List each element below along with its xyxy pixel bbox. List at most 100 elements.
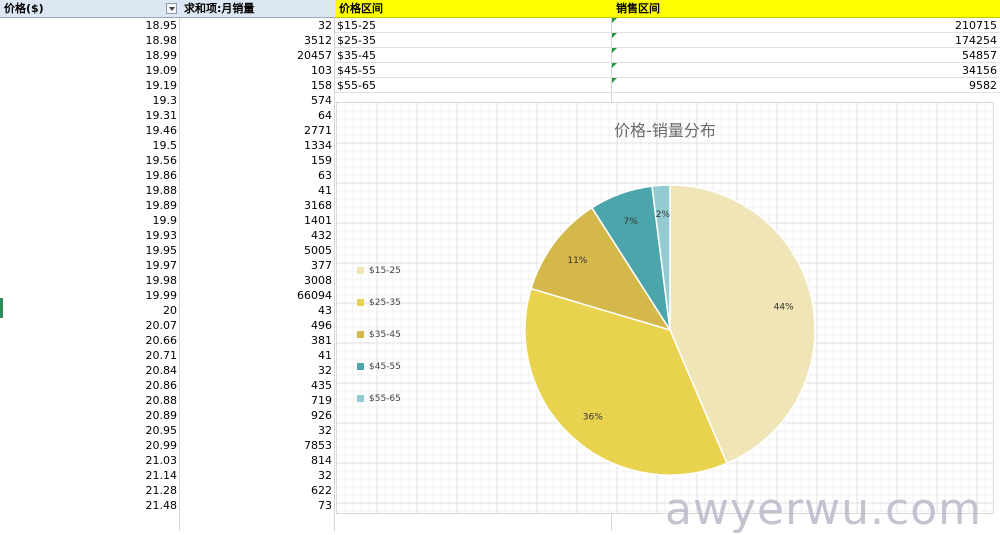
pie-slice[interactable]	[524, 287, 728, 476]
table-row[interactable]: 21.48 73	[0, 498, 335, 513]
sales-sum-cell[interactable]: 64	[318, 109, 332, 122]
sales-sum-cell[interactable]: 719	[311, 394, 332, 407]
price-cell[interactable]: 19.46	[145, 124, 178, 137]
table-row[interactable]: 21.14 32	[0, 468, 335, 483]
table-row[interactable]: 19.3 574	[0, 93, 335, 108]
price-cell[interactable]: 20.88	[145, 394, 178, 407]
table-row[interactable]: 19.89 3168	[0, 198, 335, 213]
table-row[interactable]: 20.88 719	[0, 393, 335, 408]
sales-sum-cell[interactable]: 73	[318, 499, 332, 512]
sales-sum-cell[interactable]: 32	[318, 469, 332, 482]
table-row[interactable]: 19.46 2771	[0, 123, 335, 138]
range-header[interactable]: 价格区间	[335, 0, 612, 18]
table-row[interactable]: 20.84 32	[0, 363, 335, 378]
sales-sum-cell[interactable]: 159	[311, 154, 332, 167]
sales-sum-cell[interactable]: 622	[311, 484, 332, 497]
sales-sum-cell[interactable]: 32	[318, 424, 332, 437]
price-cell[interactable]: 19.56	[145, 154, 178, 167]
table-row[interactable]: 19.93 432	[0, 228, 335, 243]
sales-sum-cell[interactable]: 43	[318, 304, 332, 317]
pie-chart[interactable]: 价格-销量分布 $15-25 $25-35 $35-45 $45-55 $55-65 4…	[336, 102, 994, 514]
sales-sum-cell[interactable]: 158	[311, 79, 332, 92]
table-row[interactable]: 19.56 159	[0, 153, 335, 168]
sales-sum-cell[interactable]: 432	[311, 229, 332, 242]
price-cell[interactable]: 19.86	[145, 169, 178, 182]
price-cell[interactable]: 19.89	[145, 199, 178, 212]
price-cell[interactable]: 18.95	[145, 19, 178, 32]
price-range-cell[interactable]: $45-55	[337, 64, 376, 77]
table-row[interactable]: 19.99 66094	[0, 288, 335, 303]
table-row[interactable]: 19.97 377	[0, 258, 335, 273]
table-row[interactable]: $45-55 34156	[335, 63, 1000, 78]
price-cell[interactable]: 19.31	[145, 109, 178, 122]
table-row[interactable]: 19.95 5005	[0, 243, 335, 258]
sales-sum-cell[interactable]: 32	[318, 364, 332, 377]
price-cell[interactable]: 21.48	[145, 499, 178, 512]
table-row[interactable]: $55-65 9582	[335, 78, 1000, 93]
sales-sum-cell[interactable]: 574	[311, 94, 332, 107]
table-row[interactable]: 19.5 1334	[0, 138, 335, 153]
price-cell[interactable]: 19.98	[145, 274, 178, 287]
table-row[interactable]: $35-45 54857	[335, 48, 1000, 63]
table-row[interactable]: 19.9 1401	[0, 213, 335, 228]
sales-range-cell[interactable]: 210715	[612, 18, 1000, 33]
table-row[interactable]: 20.89 926	[0, 408, 335, 423]
sales-sum-cell[interactable]: 32	[318, 19, 332, 32]
sales-sum-cell[interactable]: 63	[318, 169, 332, 182]
price-cell[interactable]: 20.07	[145, 319, 178, 332]
price-cell[interactable]: 19.93	[145, 229, 178, 242]
table-row[interactable]: 19.98 3008	[0, 273, 335, 288]
price-cell[interactable]: 20.84	[145, 364, 178, 377]
table-row[interactable]: 18.99 20457	[0, 48, 335, 63]
table-row[interactable]: 18.95 32	[0, 18, 335, 33]
table-row[interactable]: $15-25 210715	[335, 18, 1000, 33]
table-row[interactable]: 20.71 41	[0, 348, 335, 363]
price-range-cell[interactable]: $55-65	[337, 79, 376, 92]
pie-slice[interactable]	[669, 184, 816, 465]
price-cell[interactable]: 19.88	[145, 184, 178, 197]
price-cell[interactable]: 19.3	[152, 94, 178, 107]
price-cell[interactable]: 20.95	[145, 424, 178, 437]
sales-sum-cell[interactable]: 1401	[304, 214, 332, 227]
sales-sum-cell[interactable]: 3512	[304, 34, 332, 47]
filter-dropdown-icon[interactable]	[166, 3, 177, 14]
sales-sum-cell[interactable]: 814	[311, 454, 332, 467]
table-row[interactable]: 21.28 622	[0, 483, 335, 498]
price-cell[interactable]: 19.5	[152, 139, 178, 152]
sales-sum-cell[interactable]: 3168	[304, 199, 332, 212]
price-cell[interactable]: 20.66	[145, 334, 178, 347]
table-row[interactable]: $25-35 174254	[335, 33, 1000, 48]
sales-sum-cell[interactable]: 66094	[297, 289, 332, 302]
sales-header[interactable]: 销售区间	[612, 0, 1000, 18]
price-cell[interactable]: 18.98	[145, 34, 178, 47]
pivot-sum-header[interactable]: 求和项:月销量	[180, 0, 335, 18]
pie-slice[interactable]	[530, 206, 672, 332]
sales-range-cell[interactable]: 174254	[612, 33, 1000, 48]
price-cell[interactable]: 20.89	[145, 409, 178, 422]
table-row[interactable]: 20.86 435	[0, 378, 335, 393]
pie-slice[interactable]	[651, 184, 671, 331]
price-cell[interactable]: 20	[163, 304, 177, 317]
sales-sum-cell[interactable]: 435	[311, 379, 332, 392]
table-row[interactable]: 21.03 814	[0, 453, 335, 468]
sales-sum-cell[interactable]: 103	[311, 64, 332, 77]
sales-sum-cell[interactable]: 41	[318, 184, 332, 197]
price-cell[interactable]: 21.03	[145, 454, 178, 467]
pivot-price-header[interactable]: 价格($)	[0, 0, 180, 18]
price-range-cell[interactable]: $15-25	[337, 19, 376, 32]
price-cell[interactable]: 21.14	[145, 469, 178, 482]
price-range-cell[interactable]: $35-45	[337, 49, 376, 62]
sales-sum-cell[interactable]: 3008	[304, 274, 332, 287]
sales-sum-cell[interactable]: 5005	[304, 244, 332, 257]
sales-range-cell[interactable]: 54857	[612, 48, 1000, 63]
price-range-cell[interactable]: $25-35	[337, 34, 376, 47]
price-cell[interactable]: 19.09	[145, 64, 178, 77]
price-cell[interactable]: 19.95	[145, 244, 178, 257]
table-row[interactable]: 20.95 32	[0, 423, 335, 438]
sales-range-cell[interactable]: 34156	[612, 63, 1000, 78]
sales-sum-cell[interactable]: 496	[311, 319, 332, 332]
price-cell[interactable]: 21.28	[145, 484, 178, 497]
price-cell[interactable]: 19.99	[145, 289, 178, 302]
sales-sum-cell[interactable]: 2771	[304, 124, 332, 137]
table-row[interactable]: 19.19 158	[0, 78, 335, 93]
